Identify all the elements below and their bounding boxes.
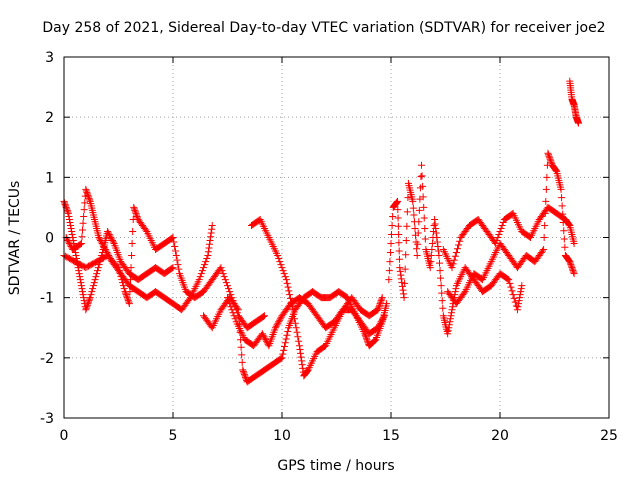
data-markers <box>439 203 578 272</box>
y-tick-label: 3 <box>45 50 54 66</box>
series-track-8 <box>439 203 578 272</box>
x-tick-label: 15 <box>382 428 400 444</box>
x-tick-label: 0 <box>60 428 69 444</box>
y-tick-label: 0 <box>45 231 54 247</box>
grid <box>64 57 609 418</box>
data-markers <box>566 77 582 127</box>
x-axis-label: GPS time / hours <box>277 458 394 474</box>
y-tick-label: -1 <box>40 291 54 307</box>
x-tick-label: 20 <box>491 428 509 444</box>
axis-ticks: 0 5 10 15 20 25 -3 -2 -1 0 1 2 3 <box>40 50 618 444</box>
data-markers <box>444 149 578 308</box>
x-tick-label: 10 <box>273 428 291 444</box>
data-markers <box>60 203 269 332</box>
series-track-6 <box>224 294 386 350</box>
series-track-7 <box>385 161 526 338</box>
y-tick-label: 2 <box>45 110 54 126</box>
y-tick-label: -2 <box>40 351 54 367</box>
series-track-3 <box>60 203 269 332</box>
data-markers <box>247 215 388 380</box>
series-track-10 <box>566 77 582 127</box>
chart-title: Day 258 of 2021, Sidereal Day-to-day VTE… <box>42 20 605 36</box>
data-markers <box>224 294 386 350</box>
y-tick-label: -3 <box>40 411 54 427</box>
data-markers <box>385 161 526 338</box>
series-track-5 <box>247 215 388 380</box>
x-tick-label: 5 <box>169 428 178 444</box>
x-tick-label: 25 <box>600 428 618 444</box>
series-track-9 <box>444 149 578 308</box>
y-axis-label: SDTVAR / TECUs <box>7 181 23 296</box>
y-tick-label: 1 <box>45 170 54 186</box>
data-points <box>60 77 582 386</box>
